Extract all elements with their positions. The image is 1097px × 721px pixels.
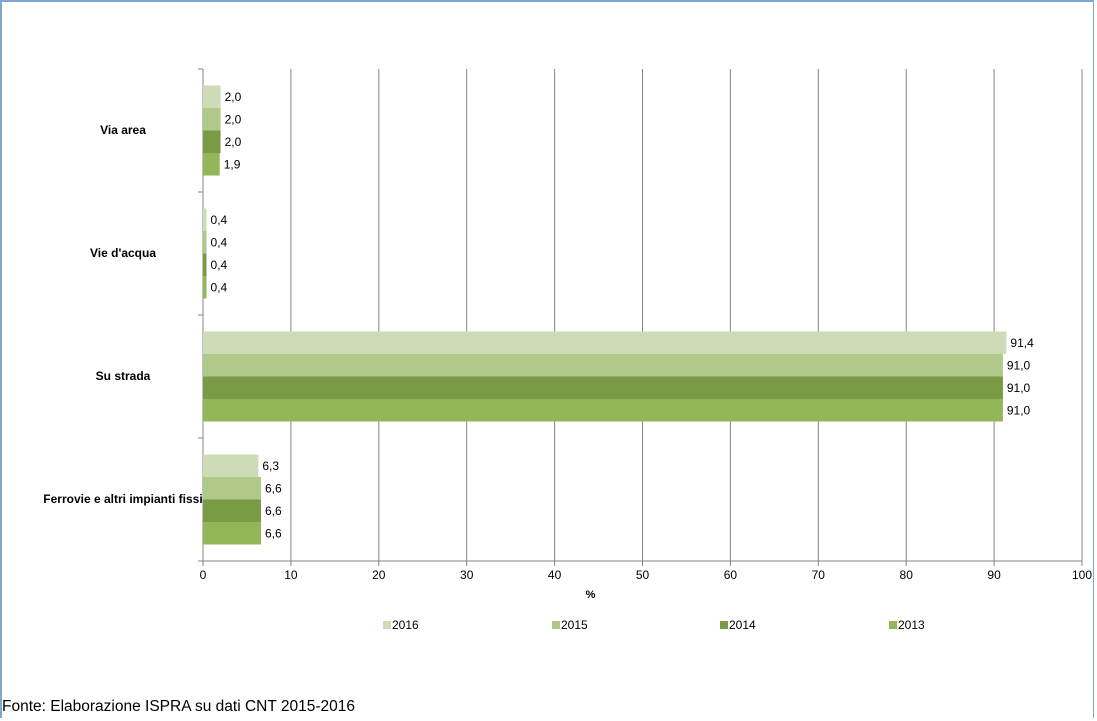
x-tick-label: 60 <box>724 568 738 582</box>
data-label: 2,0 <box>225 112 242 126</box>
data-label: 2,0 <box>225 135 242 149</box>
x-tick-label: 20 <box>372 568 386 582</box>
data-label: 91,0 <box>1007 381 1031 395</box>
y-tick-label: Su strada <box>95 369 151 383</box>
bar <box>203 522 262 545</box>
legend-label: 2013 <box>898 618 925 632</box>
data-label: 1,9 <box>224 157 241 171</box>
bar <box>203 130 221 153</box>
bar <box>203 376 1003 399</box>
data-label: 6,6 <box>265 481 282 495</box>
legend-label: 2014 <box>729 618 756 632</box>
data-label: 2,0 <box>225 90 242 104</box>
data-label: 0,4 <box>211 235 228 249</box>
bar <box>203 85 221 108</box>
bar <box>203 208 207 231</box>
data-label: 6,6 <box>265 526 282 540</box>
data-label: 0,4 <box>211 280 228 294</box>
legend-swatch <box>720 621 728 629</box>
bar <box>203 153 220 176</box>
x-tick-label: 10 <box>284 568 298 582</box>
bar <box>203 231 207 254</box>
data-label: 6,3 <box>262 459 279 473</box>
legend-swatch <box>383 621 391 629</box>
x-tick-label: 70 <box>812 568 826 582</box>
bar <box>203 331 1007 354</box>
bar <box>203 399 1003 422</box>
data-label: 0,4 <box>211 213 228 227</box>
x-tick-label: 0 <box>200 568 207 582</box>
bar <box>203 108 221 131</box>
bar <box>203 454 259 477</box>
legend-swatch <box>889 621 897 629</box>
x-axis-label: % <box>586 589 596 601</box>
bar <box>203 477 262 500</box>
data-label: 0,4 <box>211 258 228 272</box>
data-label: 91,4 <box>1010 336 1034 350</box>
x-tick-label: 90 <box>987 568 1001 582</box>
data-label: 6,6 <box>265 504 282 518</box>
bar <box>203 354 1003 377</box>
y-tick-label: Ferrovie e altri impianti fissi <box>43 492 203 506</box>
bar <box>203 253 207 276</box>
y-tick-label: Vie d'acqua <box>90 246 156 260</box>
bar <box>203 499 262 522</box>
legend-label: 2016 <box>392 618 419 632</box>
data-label: 91,0 <box>1007 403 1031 417</box>
x-tick-label: 30 <box>460 568 474 582</box>
data-label: 91,0 <box>1007 358 1031 372</box>
x-tick-label: 100 <box>1072 568 1092 582</box>
bar <box>203 276 207 299</box>
x-tick-label: 50 <box>636 568 650 582</box>
source-note: Fonte: Elaborazione ISPRA su dati CNT 20… <box>2 698 355 715</box>
x-tick-label: 40 <box>548 568 562 582</box>
legend-label: 2015 <box>561 618 588 632</box>
legend-swatch <box>552 621 560 629</box>
x-tick-label: 80 <box>900 568 914 582</box>
y-tick-label: Via area <box>100 123 146 137</box>
